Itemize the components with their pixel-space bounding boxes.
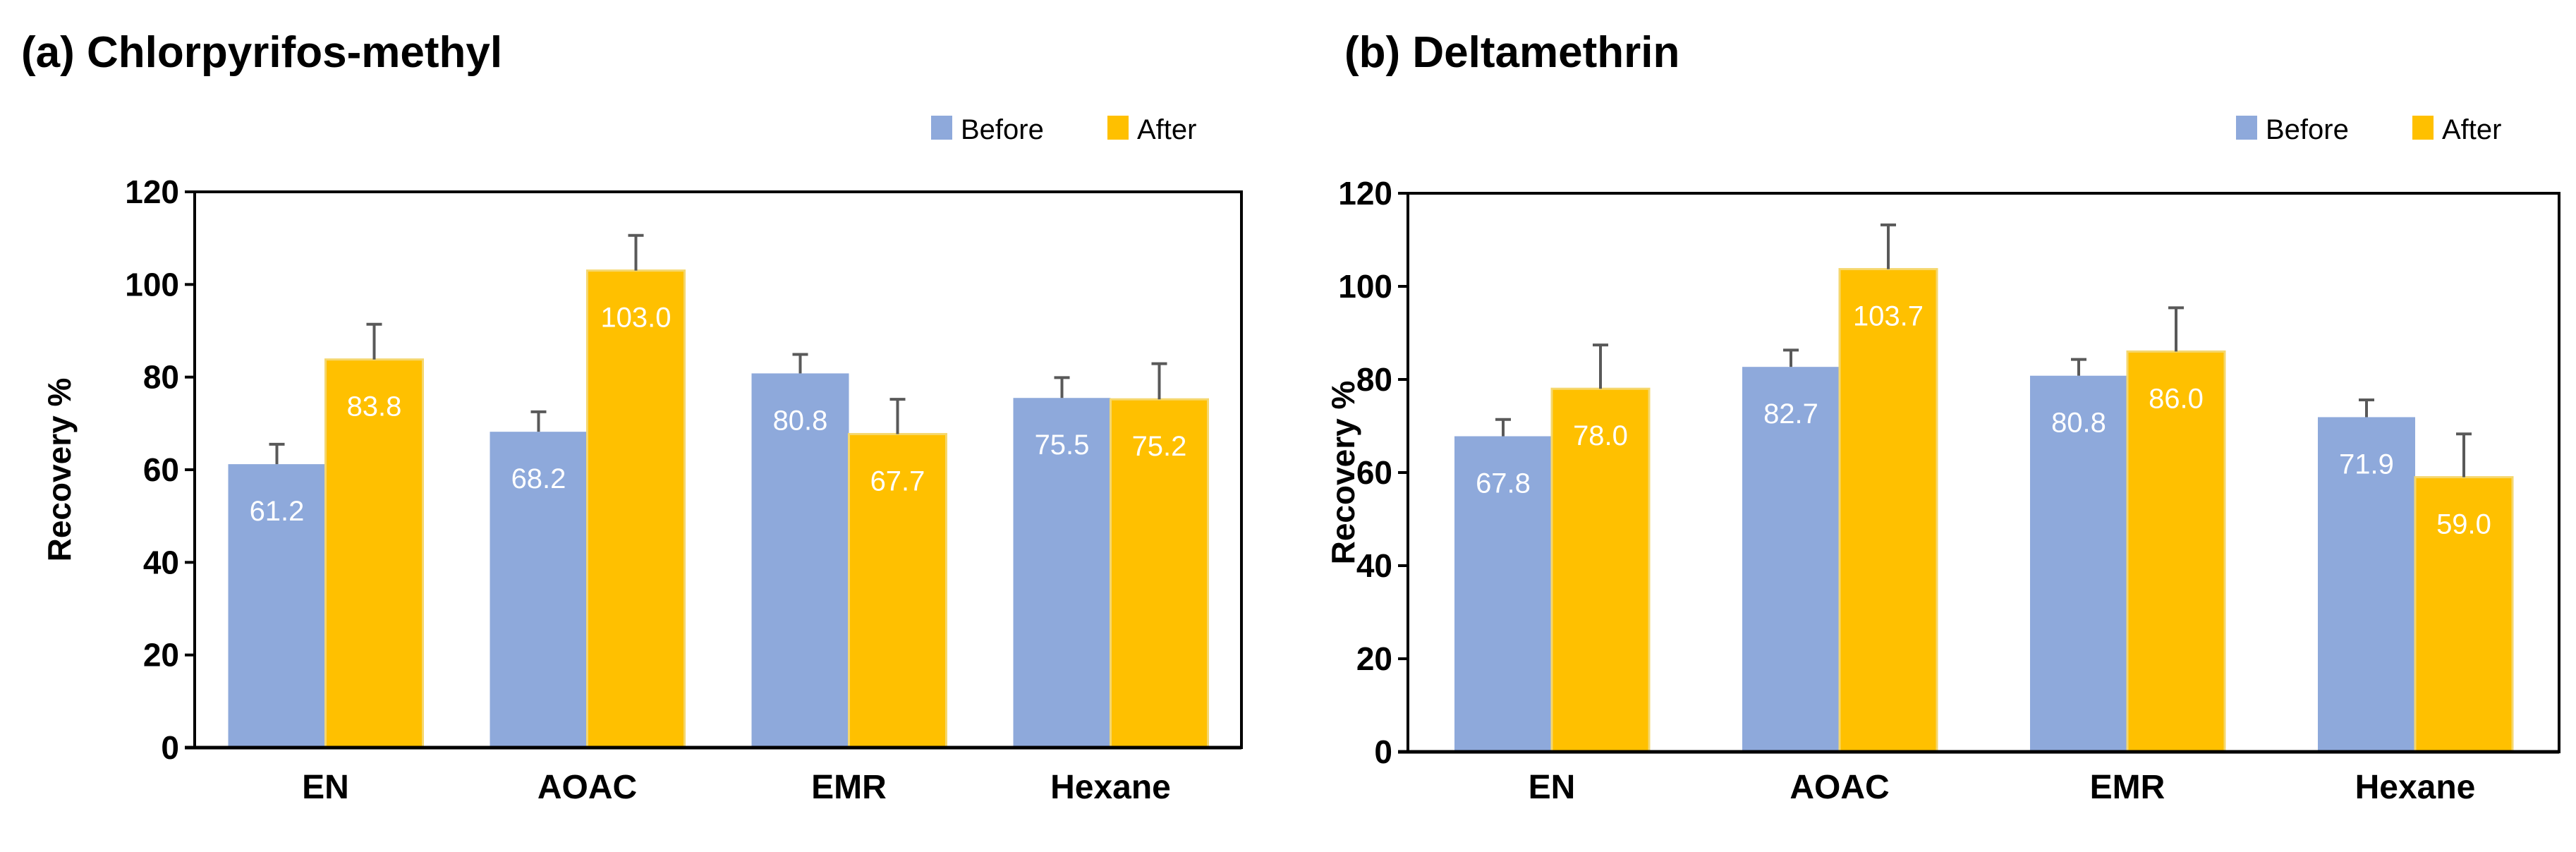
data-label: 61.2 — [250, 496, 305, 527]
chart-b: (b) Deltamethrin Before After 0 20 40 60 80 100 1… — [1325, 28, 2560, 806]
y-tick-label: 60 — [143, 451, 179, 488]
y-axis-label: Recovery % — [1325, 381, 1361, 565]
x-tick-label: AOAC — [1790, 769, 1889, 806]
y-tick-label: 0 — [161, 729, 179, 766]
y-tick-label: 20 — [1356, 640, 1392, 677]
x-tick-label: Hexane — [1050, 769, 1171, 806]
data-label: 80.8 — [2051, 408, 2106, 439]
y-tick-label: 20 — [143, 637, 179, 674]
y-tick-label: 80 — [1356, 361, 1392, 398]
legend-label-after: After — [1137, 114, 1196, 145]
y-tick-label: 100 — [125, 266, 179, 303]
legend-swatch-before — [2236, 116, 2257, 140]
chart-a: (a) Chlorpyrifos-methyl Before After 0 20 40 6… — [21, 28, 1243, 806]
data-label: 67.8 — [1476, 468, 1531, 499]
legend-swatch-after — [1107, 116, 1129, 140]
y-tick-label: 40 — [1356, 547, 1392, 584]
y-tick-label: 0 — [1374, 734, 1392, 770]
bar-after-en — [1550, 387, 1651, 753]
bar-before-emr — [2030, 375, 2127, 752]
bar-before-hexane — [1013, 398, 1111, 748]
legend-label-before: Before — [2266, 114, 2349, 145]
bar-before-en — [1454, 436, 1552, 752]
bar-before-en — [228, 464, 326, 748]
data-label: 71.9 — [2339, 449, 2394, 480]
bar-after-hexane — [2414, 476, 2514, 753]
data-label: 103.0 — [600, 303, 671, 334]
x-tick-label: EN — [302, 769, 349, 806]
chart-title: (a) Chlorpyrifos-methyl — [21, 28, 502, 77]
bar-after-emr — [2126, 350, 2226, 753]
legend-swatch-after — [2412, 116, 2434, 140]
data-label: 68.2 — [511, 463, 566, 494]
y-tick-label: 100 — [1338, 268, 1392, 305]
legend-swatch-before — [931, 116, 952, 140]
x-tick-label: Hexane — [2355, 769, 2476, 806]
x-tick-label: EMR — [811, 769, 887, 806]
bar-before-aoac — [490, 432, 588, 748]
legend-label-after: After — [2442, 114, 2501, 145]
y-tick-label: 60 — [1356, 454, 1392, 491]
chart-title: (b) Deltamethrin — [1344, 28, 1679, 77]
bar-after-aoac — [1838, 268, 1938, 753]
bar-before-aoac — [1742, 367, 1840, 752]
x-tick-label: AOAC — [537, 769, 637, 806]
y-tick-label: 80 — [143, 359, 179, 396]
data-label: 82.7 — [1763, 398, 1818, 430]
data-label: 78.0 — [1573, 420, 1628, 451]
y-tick-label: 120 — [1338, 175, 1392, 212]
bar-after-emr — [848, 432, 947, 749]
bar-before-emr — [751, 373, 849, 748]
x-tick-label: EN — [1529, 769, 1576, 806]
data-label: 83.8 — [347, 391, 402, 422]
legend-label-before: Before — [961, 114, 1044, 145]
y-tick-label: 120 — [125, 174, 179, 210]
data-label: 80.8 — [773, 405, 828, 436]
y-axis-label: Recovery % — [41, 378, 78, 562]
data-label: 103.7 — [1853, 301, 1924, 332]
y-tick-label: 40 — [143, 544, 179, 580]
data-label: 67.7 — [870, 465, 925, 497]
bar-after-aoac — [586, 269, 686, 749]
bar-before-hexane — [2318, 417, 2415, 752]
x-tick-label: EMR — [2090, 769, 2165, 806]
data-label: 86.0 — [2149, 383, 2204, 414]
data-label: 75.5 — [1035, 430, 1090, 461]
data-label: 59.0 — [2436, 509, 2491, 540]
data-label: 75.2 — [1132, 431, 1187, 462]
